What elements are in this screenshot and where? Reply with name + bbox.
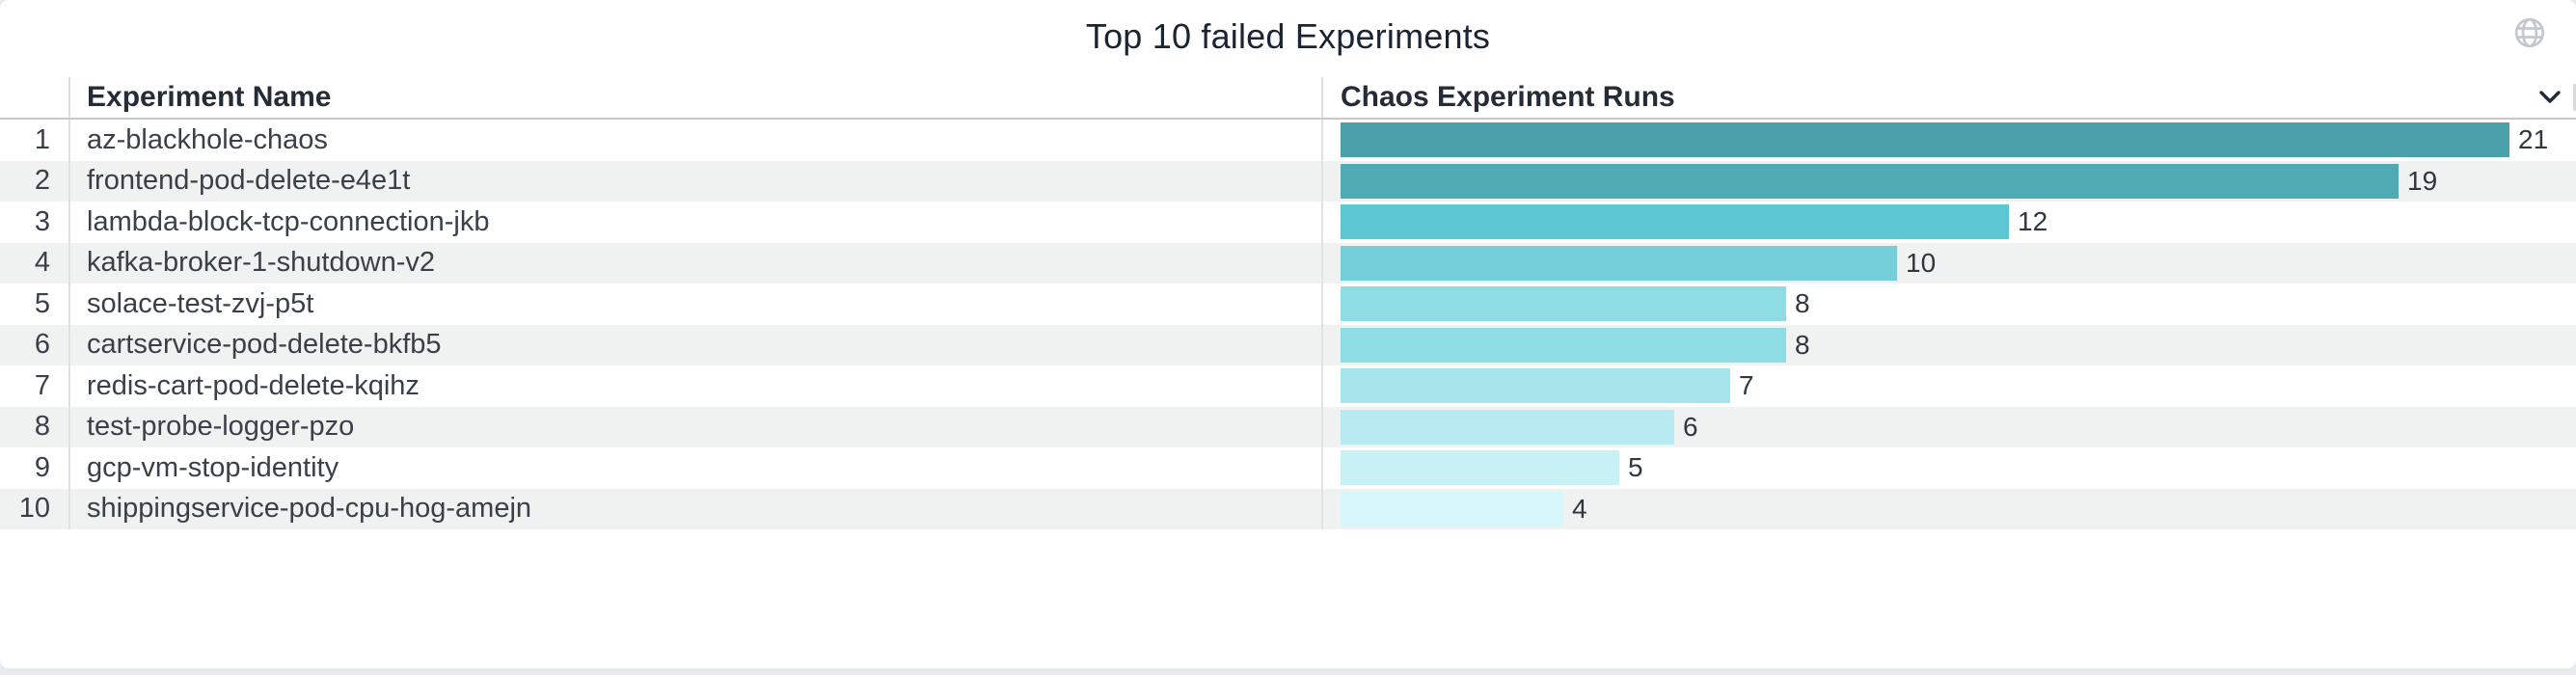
experiment-runs-bar[interactable] — [1341, 245, 1897, 281]
chart-title: Top 10 failed Experiments — [1085, 16, 1491, 56]
table-row[interactable]: 9 gcp-vm-stop-identity 5 — [0, 447, 2576, 489]
table-body: 1 az-blackhole-chaos 21 2 frontend-pod-d… — [0, 120, 2576, 529]
row-bar-cell: 7 — [1321, 365, 2576, 407]
top-failed-experiments-table: Experiment Name Chaos Experiment Runs 1 … — [0, 77, 2576, 529]
row-rank: 5 — [34, 287, 50, 319]
row-rank: 7 — [34, 369, 50, 401]
row-experiment-name: az-blackhole-chaos — [68, 120, 1321, 161]
row-rank: 6 — [34, 329, 50, 361]
row-experiment-name: lambda-block-tcp-connection-jkb — [68, 202, 1321, 243]
row-rank: 4 — [34, 247, 50, 279]
table-row[interactable]: 3 lambda-block-tcp-connection-jkb 12 — [0, 202, 2576, 243]
experiment-runs-bar[interactable] — [1341, 163, 2399, 199]
row-bar-cell: 21 — [1321, 120, 2576, 161]
globe-icon[interactable] — [2512, 15, 2547, 50]
experiment-runs-bar[interactable] — [1341, 286, 1786, 322]
row-experiment-name: shippingservice-pod-cpu-hog-amejn — [68, 488, 1321, 529]
experiment-runs-bar[interactable] — [1341, 204, 2009, 240]
row-experiment-name: frontend-pod-delete-e4e1t — [68, 160, 1321, 202]
bar-value-label: 12 — [2018, 206, 2048, 237]
table-row[interactable]: 7 redis-cart-pod-delete-kqihz 7 — [0, 365, 2576, 407]
row-experiment-name: solace-test-zvj-p5t — [68, 284, 1321, 325]
column-header-experiment-name[interactable]: Experiment Name — [68, 77, 1321, 118]
bar-value-label: 6 — [1683, 411, 1698, 442]
bar-value-label: 19 — [2407, 165, 2438, 196]
experiment-runs-bar[interactable] — [1341, 327, 1786, 363]
row-rank: 8 — [34, 411, 50, 443]
bar-value-label: 5 — [1628, 452, 1643, 483]
column-header-label: Chaos Experiment Runs — [1341, 81, 1675, 113]
row-bar-cell: 12 — [1321, 202, 2576, 243]
column-header-label: Experiment Name — [87, 81, 332, 113]
row-bar-cell: 10 — [1321, 242, 2576, 284]
experiment-runs-bar[interactable] — [1341, 122, 2509, 158]
table-row[interactable]: 4 kafka-broker-1-shutdown-v2 10 — [0, 242, 2576, 284]
table-row[interactable]: 1 az-blackhole-chaos 21 — [0, 120, 2576, 161]
row-rank: 10 — [18, 493, 50, 525]
row-rank: 2 — [34, 165, 50, 197]
row-experiment-name: cartservice-pod-delete-bkfb5 — [68, 324, 1321, 365]
experiment-runs-bar[interactable] — [1341, 409, 1674, 445]
row-bar-cell: 4 — [1321, 488, 2576, 529]
experiment-runs-bar[interactable] — [1341, 491, 1563, 526]
row-rank: 3 — [34, 205, 50, 237]
row-rank: 1 — [34, 123, 50, 155]
bar-value-label: 21 — [2518, 124, 2549, 155]
header-right-divider — [2573, 84, 2576, 111]
table-header-row: Experiment Name Chaos Experiment Runs — [0, 77, 2576, 120]
bar-value-label: 7 — [1739, 370, 1754, 401]
table-row[interactable]: 5 solace-test-zvj-p5t 8 — [0, 284, 2576, 325]
bar-value-label: 10 — [1906, 247, 1937, 278]
row-bar-cell: 8 — [1321, 324, 2576, 365]
row-experiment-name: redis-cart-pod-delete-kqihz — [68, 365, 1321, 407]
row-experiment-name: kafka-broker-1-shutdown-v2 — [68, 242, 1321, 284]
row-bar-cell: 8 — [1321, 284, 2576, 325]
chevron-down-icon[interactable] — [2539, 91, 2561, 104]
widget-header: Top 10 failed Experiments — [0, 0, 2576, 77]
row-bar-cell: 6 — [1321, 406, 2576, 447]
row-experiment-name: test-probe-logger-pzo — [68, 406, 1321, 447]
row-rank: 9 — [34, 451, 50, 483]
table-row[interactable]: 6 cartservice-pod-delete-bkfb5 8 — [0, 324, 2576, 365]
bar-value-label: 8 — [1795, 288, 1810, 319]
table-row[interactable]: 10 shippingservice-pod-cpu-hog-amejn 4 — [0, 488, 2576, 529]
row-bar-cell: 19 — [1321, 160, 2576, 202]
experiment-runs-bar[interactable] — [1341, 450, 1619, 486]
column-header-chaos-experiment-runs[interactable]: Chaos Experiment Runs — [1321, 77, 2576, 118]
experiment-runs-bar[interactable] — [1341, 368, 1730, 404]
table-row[interactable]: 2 frontend-pod-delete-e4e1t 19 — [0, 160, 2576, 202]
table-row[interactable]: 8 test-probe-logger-pzo 6 — [0, 406, 2576, 447]
bar-value-label: 4 — [1572, 493, 1587, 524]
bar-value-label: 8 — [1795, 329, 1810, 360]
row-experiment-name: gcp-vm-stop-identity — [68, 447, 1321, 489]
row-bar-cell: 5 — [1321, 447, 2576, 489]
